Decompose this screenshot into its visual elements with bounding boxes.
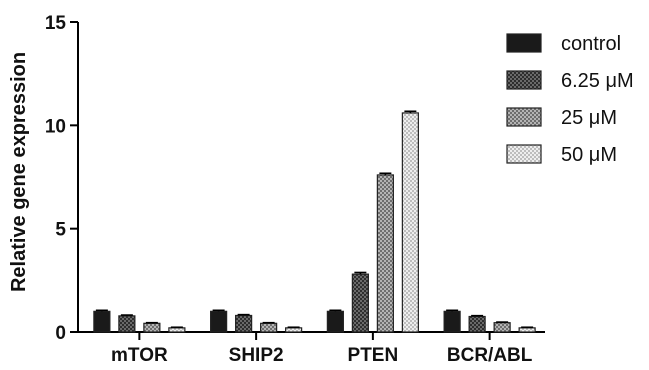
y-axis-label: Relative gene expression: [8, 52, 30, 292]
legend-label: 50 μM: [561, 144, 617, 166]
y-tick-label: 15: [45, 13, 67, 34]
legend-label: control: [561, 33, 621, 55]
x-tick-label: mTOR: [111, 345, 168, 366]
legend-label: 25 μM: [561, 107, 617, 129]
x-tick-label: PTEN: [348, 345, 399, 366]
legend-swatch: [506, 107, 542, 127]
bar: [285, 327, 303, 333]
legend-swatch: [506, 144, 542, 164]
bar: [401, 112, 419, 333]
legend-swatch: [506, 70, 542, 90]
legend-swatch: [506, 33, 542, 53]
y-tick-label: 10: [45, 116, 66, 137]
x-tick-label: BCR/ABL: [447, 345, 533, 366]
axes: [77, 22, 545, 333]
y-tick-label: 0: [55, 323, 66, 344]
bar: [468, 315, 486, 333]
bar: [351, 273, 369, 333]
bar: [235, 314, 253, 333]
legend: control 6.25 μM 25 μM 50 μM: [506, 33, 634, 166]
x-tick-label: SHIP2: [229, 345, 284, 366]
bar: [443, 310, 461, 333]
bar: [93, 310, 111, 333]
bar: [493, 322, 511, 333]
legend-label: 6.25 μM: [561, 70, 634, 92]
bar: [376, 174, 394, 333]
bar: [168, 327, 186, 333]
bar: [118, 315, 136, 333]
bar: [143, 322, 161, 333]
bar: [518, 327, 536, 333]
y-tick-label: 5: [55, 220, 66, 241]
bar: [260, 322, 278, 333]
bar: [326, 310, 344, 333]
bar: [210, 310, 228, 333]
